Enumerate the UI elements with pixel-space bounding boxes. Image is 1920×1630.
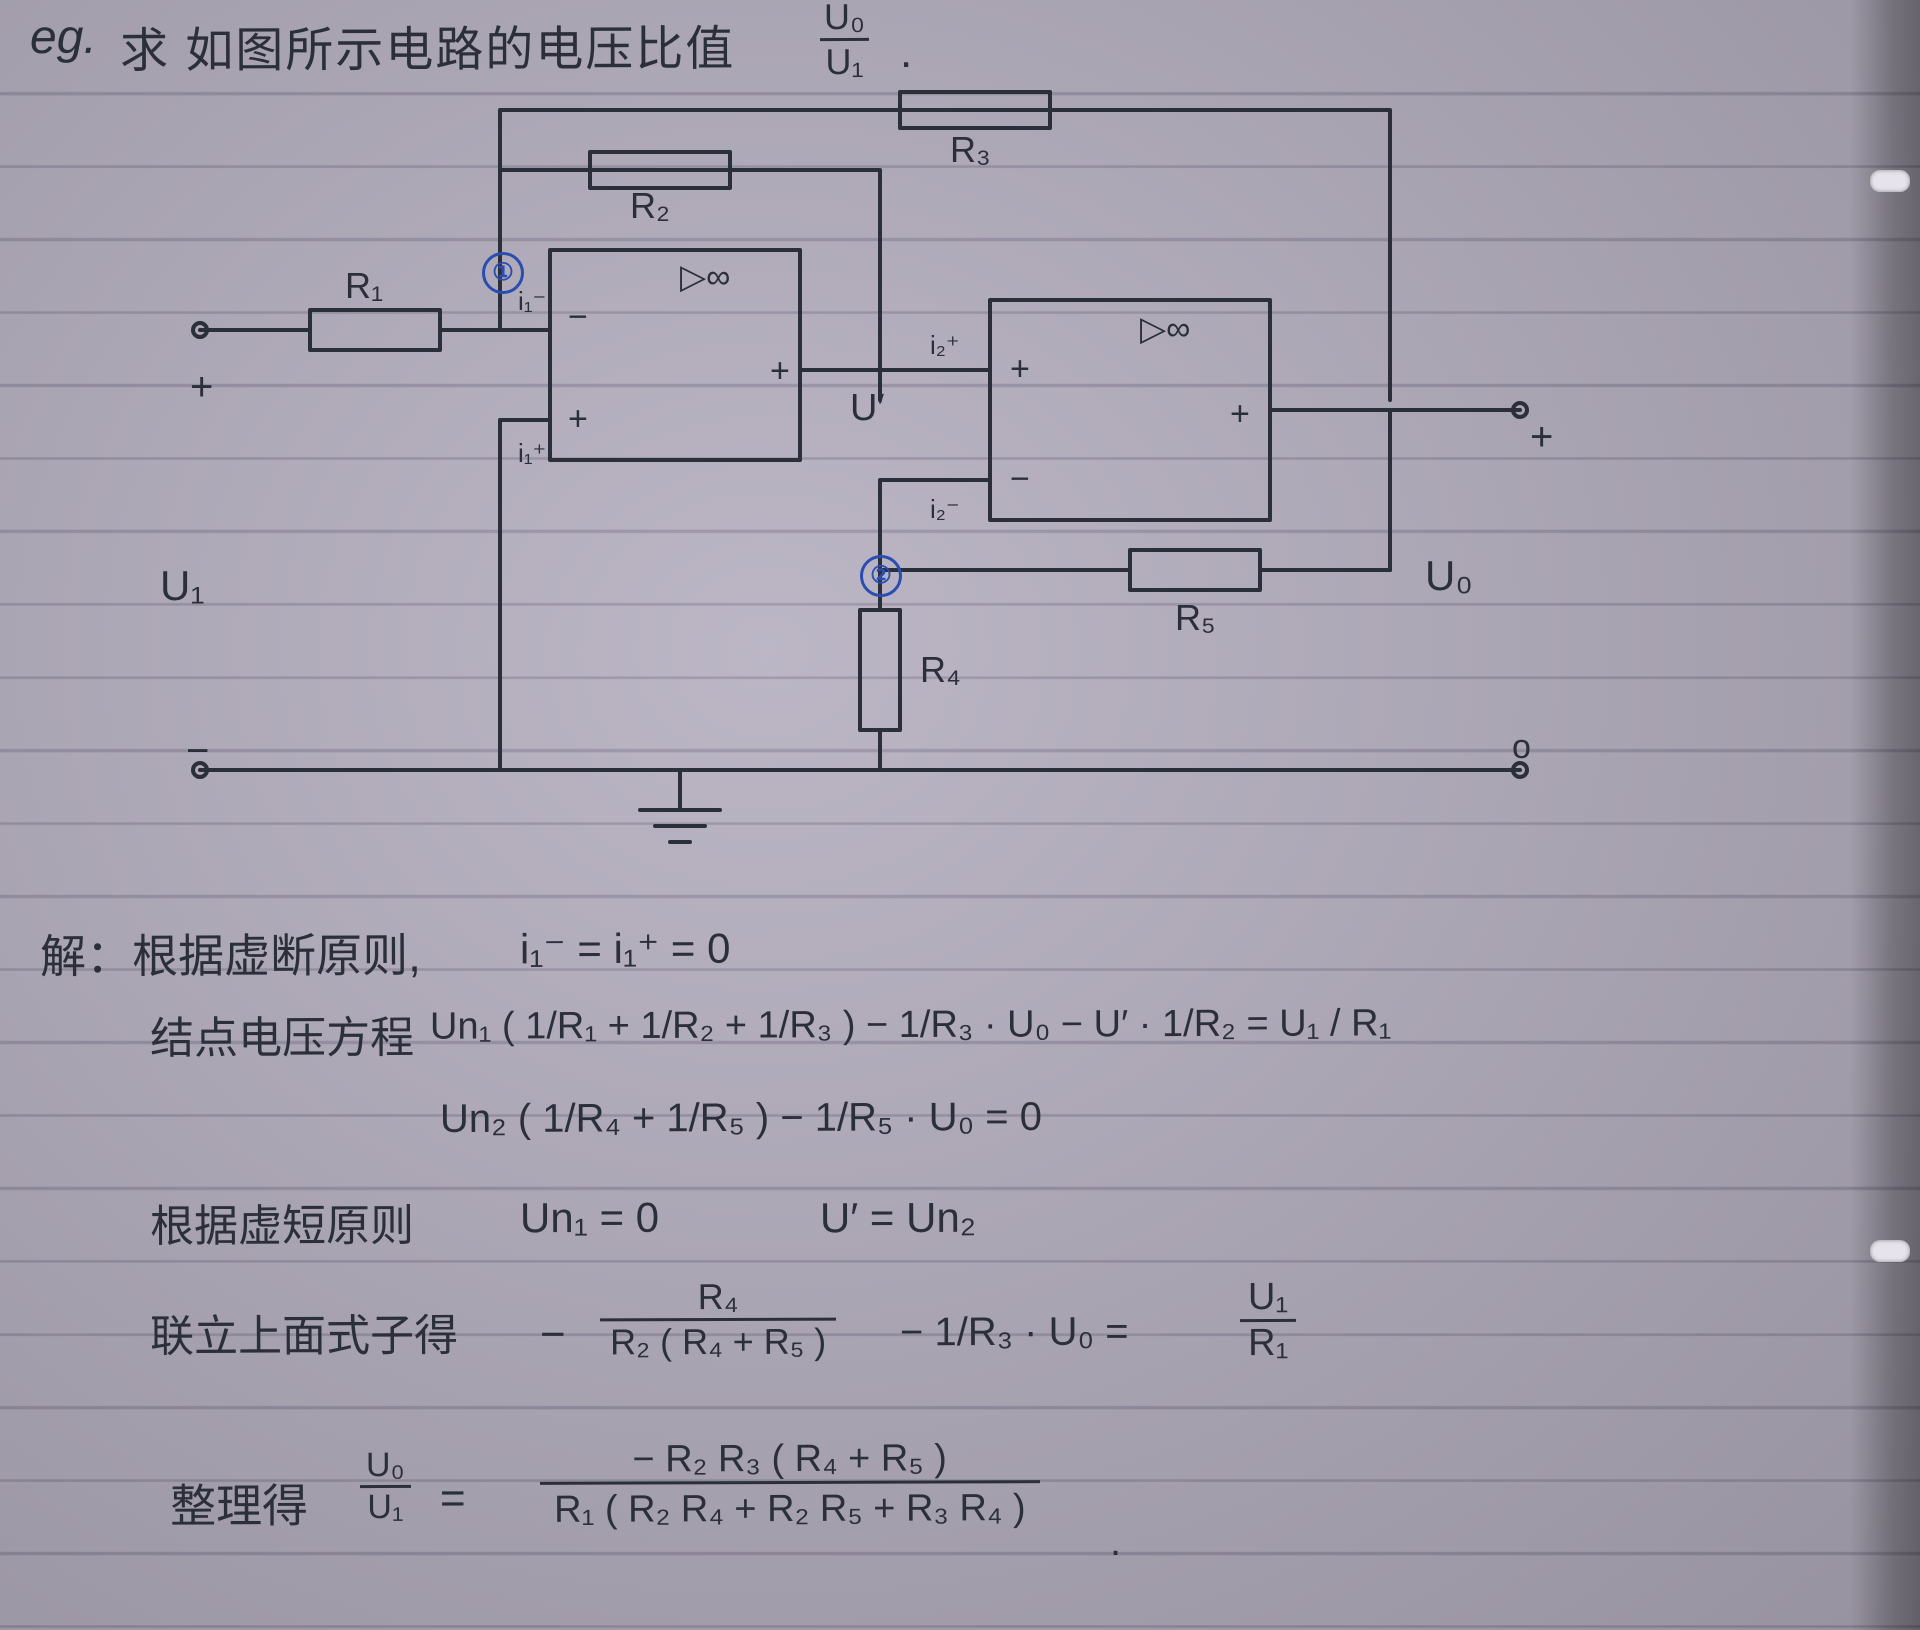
svg-text:+: + <box>1230 395 1250 433</box>
page-content: eg. 求 如图所示电路的电压比值 U₀ U₁ . + ▷∞ <box>0 0 1920 1630</box>
sol-line4-label: 根据虚短原则 <box>150 1190 414 1255</box>
problem-prefix: eg. <box>30 10 97 65</box>
label-R2: R₂ <box>630 185 670 226</box>
label-R4: R₄ <box>920 649 961 690</box>
svg-text:+: + <box>1530 415 1553 459</box>
sol-line6-num: − R₂ R₃ ( R₄ + R₅ ) <box>540 1437 1040 1482</box>
sol-line4-eq-b: U′ = Un₂ <box>820 1194 976 1243</box>
svg-text:i₂⁻: i₂⁻ <box>930 494 960 524</box>
svg-text:−: − <box>568 298 588 336</box>
svg-text:▷∞: ▷∞ <box>680 258 730 296</box>
node-1-marker: ① <box>482 252 524 294</box>
svg-text:i₂⁺: i₂⁺ <box>930 330 960 360</box>
svg-text:+: + <box>568 400 588 438</box>
svg-text:i₁⁻: i₁⁻ <box>518 286 546 316</box>
sol-line4-eq-a: Un₁ = 0 <box>520 1194 659 1242</box>
sol-line6-label: 整理得 <box>170 1470 308 1536</box>
sol-line5-rhs: U₁ R₁ <box>1240 1276 1297 1365</box>
circuit-diagram: + ▷∞ − + + U′ i₁⁻ i₁⁺ i₂⁺ ▷∞ + − + <box>120 70 1620 860</box>
svg-text:▷∞: ▷∞ <box>1140 310 1190 348</box>
svg-text:U′: U′ <box>850 387 885 429</box>
sol-line2-eq: Un₁ ( 1/R₁ + 1/R₂ + 1/R₃ ) − 1/R₃ · U₀ −… <box>430 1002 1392 1048</box>
sol-line5-label: 联立上面式子得 <box>150 1299 458 1364</box>
sol-line2-label: 结点电压方程 <box>150 1002 414 1067</box>
label-Ui: U₁ <box>160 562 205 609</box>
svg-text:+: + <box>770 352 790 390</box>
svg-text:+: + <box>1010 350 1030 388</box>
sol-line6-period: . <box>1110 1520 1121 1565</box>
svg-text:+: + <box>190 365 213 409</box>
sol-line5-minus: − <box>540 1310 566 1360</box>
sol-line1-eq: i₁⁻ = i₁⁺ = 0 <box>520 924 731 974</box>
sol-line6-lhs: U₀ U₁ <box>360 1446 411 1527</box>
label-R5: R₅ <box>1175 597 1216 638</box>
svg-text:i₁⁺: i₁⁺ <box>518 438 546 468</box>
sol-line6-den: R₁ ( R₂ R₄ + R₂ R₅ + R₃ R₄ ) <box>540 1480 1040 1532</box>
label-Uo: U₀ <box>1425 552 1473 599</box>
svg-text:−: − <box>1010 460 1030 498</box>
sol-line5-mid: − 1/R₃ · U₀ = <box>900 1310 1129 1356</box>
svg-text:o: o <box>1512 728 1531 766</box>
label-R1: R₁ <box>345 265 383 306</box>
label-R3: R₃ <box>950 129 991 170</box>
sol-line6-equals: = <box>440 1474 466 1524</box>
sol-line5-frac1: R₄ R₂ ( R₄ + R₅ ) <box>600 1276 836 1364</box>
sol-line1-label: 解：根据虚断原则, <box>40 919 421 986</box>
node-2-marker: ② <box>860 555 902 597</box>
sol-line3-eq: Un₂ ( 1/R₄ + 1/R₅ ) − 1/R₅ · U₀ = 0 <box>440 1095 1042 1142</box>
sol-line6-frac: − R₂ R₃ ( R₄ + R₅ ) R₁ ( R₂ R₄ + R₂ R₅ +… <box>540 1437 1040 1532</box>
svg-text:−: − <box>186 729 209 773</box>
